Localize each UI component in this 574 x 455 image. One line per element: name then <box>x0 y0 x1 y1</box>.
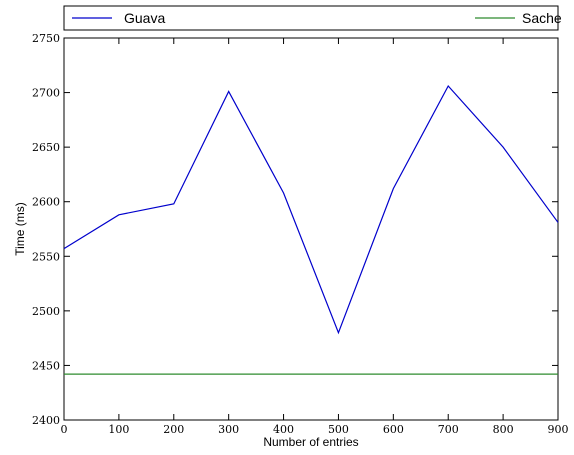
legend: Guava Sache <box>63 5 562 31</box>
series-layer <box>63 84 559 375</box>
x-tick-label: 200 <box>163 423 184 436</box>
data-point-guava <box>503 147 504 148</box>
x-tick-label: 100 <box>108 423 129 436</box>
data-point-guava <box>448 85 449 86</box>
data-point-guava <box>393 188 394 189</box>
data-point-guava <box>228 91 229 92</box>
data-point-sache <box>503 374 504 375</box>
y-tick-label: 2400 <box>32 414 60 427</box>
data-point-sache <box>228 374 229 375</box>
y-tick-label: 2750 <box>32 32 60 45</box>
data-point-guava <box>283 192 284 193</box>
data-point-guava <box>118 214 119 215</box>
data-point-sache <box>448 374 449 375</box>
x-axis-label: Number of entries <box>263 435 358 449</box>
data-point-guava <box>63 248 64 249</box>
x-tick-label: 700 <box>438 423 459 436</box>
plot-frame <box>63 37 559 421</box>
y-tick-label: 2700 <box>32 87 60 100</box>
x-tick-label: 400 <box>273 423 294 436</box>
data-point-sache <box>63 374 64 375</box>
x-tick-label: 800 <box>493 423 514 436</box>
data-point-sache <box>393 374 394 375</box>
series-line-guava <box>63 84 559 335</box>
x-tick-label: 900 <box>548 423 569 436</box>
legend-label-guava: Guava <box>124 10 165 26</box>
data-point-guava <box>557 222 558 223</box>
data-point-sache <box>557 374 558 375</box>
data-point-guava <box>338 332 339 333</box>
ticks-layer: 0 100 200 300 400 500 600 700 800 900 2400 2450 2500… <box>32 32 569 436</box>
data-point-sache <box>338 374 339 375</box>
x-tick-label: 0 <box>61 423 68 436</box>
y-tick-label: 2650 <box>32 141 60 154</box>
x-tick-label: 500 <box>328 423 349 436</box>
data-point-guava <box>173 203 174 204</box>
y-tick-label: 2600 <box>32 196 60 209</box>
x-tick-label: 600 <box>383 423 404 436</box>
data-point-sache <box>283 374 284 375</box>
data-point-sache <box>118 374 119 375</box>
y-tick-label: 2550 <box>32 250 60 263</box>
x-tick-label: 300 <box>218 423 239 436</box>
y-axis-label: Time (ms) <box>13 202 27 256</box>
data-point-sache <box>173 374 174 375</box>
y-tick-label: 2500 <box>32 305 60 318</box>
y-tick-label: 2450 <box>32 359 60 372</box>
legend-label-sache: Sache <box>522 10 562 26</box>
